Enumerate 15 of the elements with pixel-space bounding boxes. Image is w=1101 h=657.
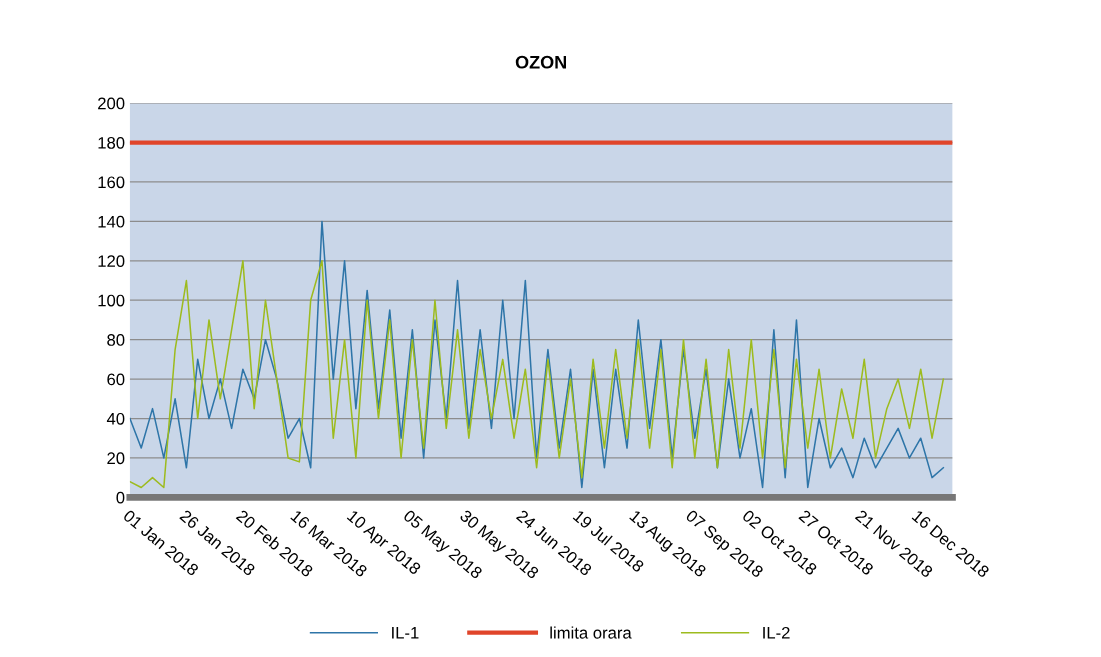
- y-tick-label: 140: [98, 215, 125, 228]
- y-tick-label: 200: [98, 97, 125, 110]
- y-tick-label: 100: [98, 294, 125, 307]
- y-tick-label: 160: [98, 176, 125, 189]
- y-tick-label: 0: [116, 491, 125, 504]
- legend-label: IL-2: [763, 626, 790, 639]
- y-tick-label: 120: [98, 255, 125, 268]
- chart-title: OZON: [515, 55, 566, 69]
- y-tick-label: 40: [106, 412, 125, 425]
- legend-label: limita orara: [550, 626, 632, 639]
- legend-label: IL-1: [392, 627, 419, 639]
- y-tick-label: 20: [107, 452, 125, 465]
- y-tick-label: 180: [98, 136, 125, 149]
- y-tick-label: 80: [107, 334, 125, 346]
- y-tick-label: 60: [107, 373, 125, 386]
